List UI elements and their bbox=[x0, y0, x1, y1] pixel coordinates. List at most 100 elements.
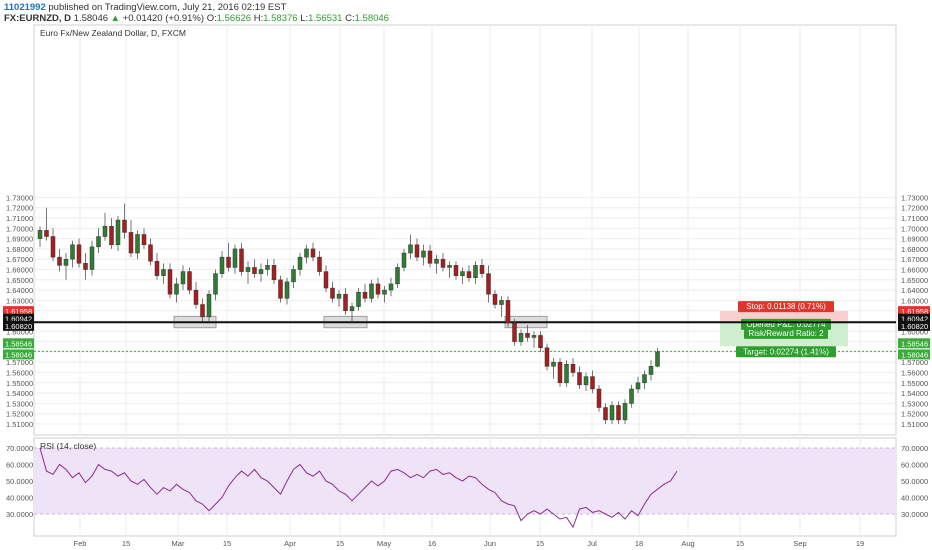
pnl-label: Opened P&L: 0.02774 bbox=[746, 320, 826, 329]
candle-down bbox=[590, 376, 595, 390]
candle-down bbox=[317, 256, 322, 272]
price-tag-left: 1.58046 bbox=[5, 350, 32, 359]
candle-down bbox=[76, 244, 82, 264]
price-tag-left: 1.60942 bbox=[5, 315, 32, 324]
candle-up bbox=[583, 376, 589, 386]
symbol-info: FX:EURNZD, D 1.58046 ▲ +0.01420 (+0.91%)… bbox=[4, 13, 389, 24]
rsi-tick-label-right: 50.0000 bbox=[901, 477, 928, 486]
x-tick-label: 18 bbox=[635, 539, 643, 548]
candle-down bbox=[362, 291, 368, 299]
price-tag-left-box bbox=[3, 320, 34, 331]
candle-down bbox=[323, 271, 329, 289]
change-arrow-icon: ▲ bbox=[110, 13, 121, 24]
candle-up bbox=[37, 230, 43, 239]
x-tick-label: 15 bbox=[122, 539, 130, 548]
y-tick-label-right: 1.57000 bbox=[901, 358, 928, 367]
candle-down bbox=[148, 244, 153, 262]
candle-down bbox=[128, 232, 134, 254]
y-tick-label-left: 1.57000 bbox=[6, 358, 33, 367]
stop-label-box bbox=[738, 301, 834, 313]
symbol-label: FX:EURNZD, D bbox=[4, 13, 72, 24]
candle-down bbox=[557, 361, 563, 384]
candle-up bbox=[135, 234, 140, 254]
candle-down bbox=[505, 300, 511, 324]
price-tag-right-box bbox=[898, 338, 930, 349]
price-tag-left: 1.60820 bbox=[5, 322, 32, 331]
candle-down bbox=[492, 293, 498, 305]
y-tick-label-right: 1.70000 bbox=[901, 224, 928, 233]
high-label: H: bbox=[253, 13, 264, 24]
stop-label: Stop: 0.01138 (0.71%) bbox=[746, 302, 826, 311]
candle-down bbox=[544, 347, 550, 367]
candle-up bbox=[219, 256, 225, 274]
candle-down bbox=[141, 234, 147, 246]
y-tick-label-left: 1.69000 bbox=[6, 235, 33, 244]
candle-up bbox=[531, 335, 537, 338]
candle-up bbox=[258, 269, 264, 274]
last-price: 1.58046 bbox=[73, 13, 109, 24]
y-tick-label-left: 1.56000 bbox=[6, 369, 33, 378]
candle-up bbox=[655, 351, 660, 367]
user-id-link[interactable]: 11021992 bbox=[4, 2, 46, 13]
candle-up bbox=[609, 405, 615, 421]
candle-down bbox=[271, 265, 277, 281]
price-tag-right: 1.60942 bbox=[901, 315, 928, 324]
candle-up bbox=[174, 283, 179, 295]
y-tick-label-right: 1.71000 bbox=[901, 214, 928, 223]
candle-down bbox=[109, 225, 114, 246]
candle-up bbox=[284, 281, 290, 299]
x-tick-label: May bbox=[377, 539, 391, 548]
candle-down bbox=[375, 283, 381, 295]
candle-up bbox=[421, 250, 426, 258]
y-tick-label-right: 1.60000 bbox=[901, 327, 928, 336]
candle-up bbox=[551, 361, 556, 367]
candle-down bbox=[486, 273, 491, 295]
stop-zone[interactable] bbox=[720, 311, 848, 323]
main-pane[interactable] bbox=[33, 24, 897, 436]
y-tick-label-left: 1.60000 bbox=[6, 327, 33, 336]
candle-up bbox=[629, 388, 634, 404]
candle-down bbox=[167, 269, 173, 295]
candle-up bbox=[401, 252, 407, 268]
y-tick-label-left: 1.66000 bbox=[6, 266, 33, 275]
rsi-tick-label-left: 30.0000 bbox=[6, 510, 33, 519]
price-tag-right-box bbox=[898, 313, 930, 324]
y-tick-label-right: 1.51000 bbox=[901, 420, 928, 429]
candle-up bbox=[460, 271, 465, 276]
rsi-tick-label-right: 60.0000 bbox=[901, 461, 928, 470]
y-tick-label-right: 1.52000 bbox=[901, 410, 928, 419]
candle-down bbox=[414, 244, 420, 258]
candle-up bbox=[213, 273, 218, 295]
price-tag-left-box bbox=[3, 349, 34, 360]
x-tick-label: 15 bbox=[223, 539, 231, 548]
y-tick-label-left: 1.68000 bbox=[6, 245, 33, 254]
x-tick-label: 15 bbox=[736, 539, 744, 548]
candle-up bbox=[434, 258, 439, 264]
price-tag-left: 1.61958 bbox=[5, 307, 32, 316]
candle-up bbox=[102, 225, 108, 237]
y-tick-label-right: 1.55000 bbox=[901, 379, 928, 388]
publish-text: published on TradingView.com, July 21, 2… bbox=[45, 2, 287, 13]
y-tick-label-left: 1.67000 bbox=[6, 255, 33, 264]
candle-down bbox=[310, 248, 316, 258]
candle-down bbox=[50, 236, 56, 258]
candle-up bbox=[447, 265, 452, 268]
candle-up bbox=[265, 265, 270, 270]
candle-down bbox=[239, 248, 244, 272]
y-tick-label-left: 1.53000 bbox=[6, 399, 33, 408]
rsi-line bbox=[39, 447, 678, 529]
candle-up bbox=[635, 382, 641, 390]
candle-down bbox=[187, 271, 192, 291]
candle-up bbox=[395, 267, 400, 285]
rsi-tick-label-left: 50.0000 bbox=[6, 477, 33, 486]
price-tag-right: 1.60820 bbox=[901, 322, 928, 331]
candle-down bbox=[596, 388, 602, 408]
ratio-label: Risk/Reward Ratio: 2 bbox=[748, 329, 824, 338]
candle-down bbox=[343, 293, 348, 311]
y-tick-label-left: 1.51000 bbox=[6, 420, 33, 429]
y-tick-label-right: 1.54000 bbox=[901, 389, 928, 398]
candle-down bbox=[83, 263, 88, 270]
candle-up bbox=[206, 293, 212, 318]
candle-down bbox=[525, 333, 530, 338]
